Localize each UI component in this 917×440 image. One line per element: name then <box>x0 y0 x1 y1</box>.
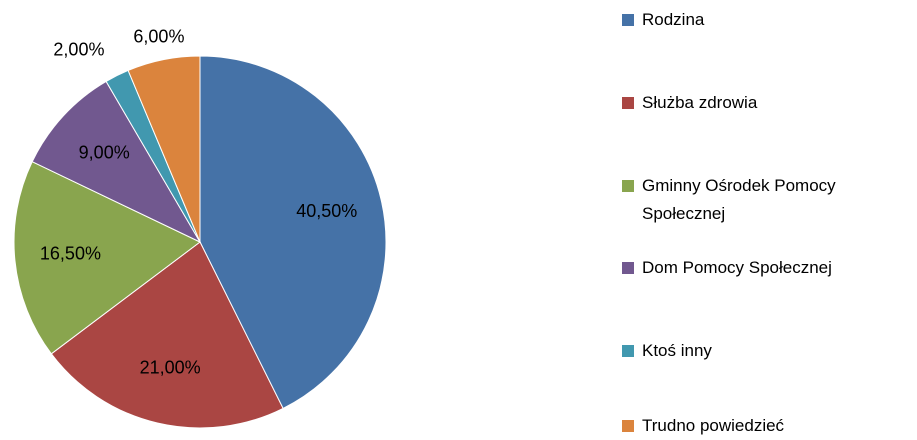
data-label: 2,00% <box>53 39 104 59</box>
data-label: 9,00% <box>79 143 130 163</box>
legend-swatch <box>622 420 634 432</box>
legend-swatch <box>622 14 634 26</box>
legend-swatch <box>622 97 634 109</box>
pie-slice <box>50 241 284 429</box>
data-label: 21,00% <box>140 357 201 377</box>
legend-label: Dom Pomocy Społecznej <box>642 258 832 277</box>
pie-slice <box>199 55 387 410</box>
legend-label: Służba zdrowia <box>642 93 758 112</box>
legend-item: Gminny Ośrodek Pomocy Społecznej <box>622 172 914 228</box>
legend-item: Dom Pomocy Społecznej <box>622 254 914 282</box>
legend-label: Rodzina <box>642 10 705 29</box>
legend-label: Ktoś inny <box>642 341 712 360</box>
data-label: 16,50% <box>40 244 101 264</box>
legend-label: Trudno powiedzieć <box>642 416 785 435</box>
legend-label: Gminny Ośrodek Pomocy Społecznej <box>642 176 836 223</box>
legend-swatch <box>622 262 634 274</box>
data-label: 40,50% <box>296 201 357 221</box>
legend-swatch <box>622 180 634 192</box>
pie-slice <box>127 55 201 243</box>
data-label: 6,00% <box>133 27 184 47</box>
legend-swatch <box>622 345 634 357</box>
legend-item: Ktoś inny <box>622 337 914 365</box>
legend-item: Rodzina <box>622 6 914 34</box>
pie-slice <box>31 80 202 244</box>
pie-slice <box>13 161 201 355</box>
legend-item: Służba zdrowia <box>622 89 914 117</box>
legend-item: Trudno powiedzieć <box>622 412 914 440</box>
